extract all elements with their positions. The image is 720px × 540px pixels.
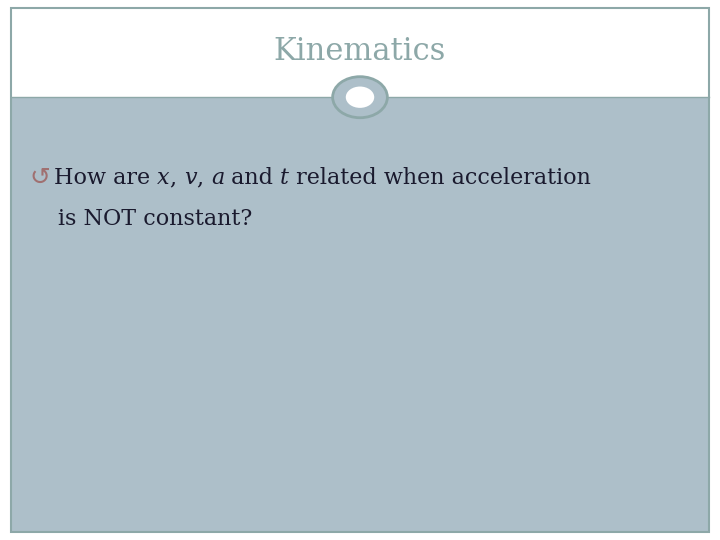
Text: ,: , [170,167,184,189]
Circle shape [346,86,374,108]
Text: is NOT constant?: is NOT constant? [58,208,252,230]
Text: t: t [280,167,289,189]
Text: How are: How are [54,167,157,189]
Text: and: and [224,167,280,189]
Bar [11,97,709,532]
Text: ↺: ↺ [29,166,50,190]
Text: Kinematics: Kinematics [274,36,446,67]
Circle shape [333,77,387,118]
Text: ,: , [197,167,211,189]
Text: a: a [211,167,224,189]
Text: v: v [184,167,197,189]
Text: related when acceleration: related when acceleration [289,167,591,189]
Bar [11,8,709,97]
Text: x: x [157,167,170,189]
